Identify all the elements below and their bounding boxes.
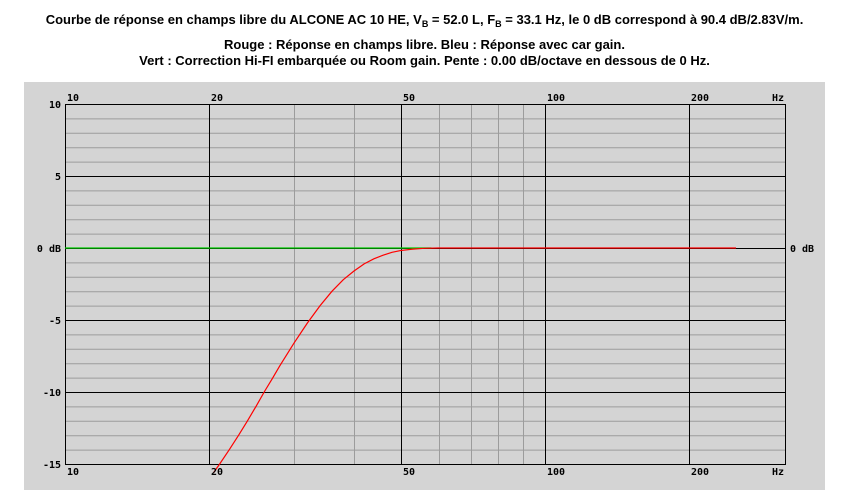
x-tick-label-bottom: 200 <box>691 467 709 478</box>
series-layer <box>65 247 737 473</box>
x-unit-label-bottom: Hz <box>772 467 784 478</box>
x-tick-label-bottom: 100 <box>547 467 565 478</box>
x-tick-label-top: 200 <box>691 93 709 104</box>
x-tick-label-bottom: 50 <box>403 467 415 478</box>
plot-frame <box>65 104 786 465</box>
y-tick-label: 5 <box>55 172 61 183</box>
y-tick-label: 10 <box>49 100 61 111</box>
x-tick-label-bottom: 10 <box>67 467 79 478</box>
chart-title-line-3: Vert : Correction Hi-FI embarquée ou Roo… <box>139 53 710 68</box>
chart-title-line-1: Courbe de réponse en champs libre du ALC… <box>45 12 804 29</box>
y-tick-label-right: 0 dB <box>790 244 814 255</box>
series-line-free_field <box>213 247 737 473</box>
x-tick-label-top: 50 <box>403 93 415 104</box>
axis-labels: 10 10 20 20 50 50 100 100 200 200 Hz Hz 10 5 0 dB -5 -10… <box>37 93 814 478</box>
plot-area <box>65 104 785 464</box>
y-tick-label: -10 <box>43 388 61 399</box>
x-tick-label-top: 20 <box>211 93 223 104</box>
x-tick-label-top: 10 <box>67 93 79 104</box>
x-tick-label-bottom: 20 <box>211 467 223 478</box>
y-tick-label: -5 <box>49 316 61 327</box>
chart-title-line-2: Rouge : Réponse en champs libre. Bleu : … <box>224 37 625 52</box>
y-tick-label: 0 dB <box>37 244 61 255</box>
y-tick-label: -15 <box>43 460 61 471</box>
x-unit-label-top: Hz <box>772 93 784 104</box>
x-tick-label-top: 100 <box>547 93 565 104</box>
minor-grid <box>65 104 785 464</box>
